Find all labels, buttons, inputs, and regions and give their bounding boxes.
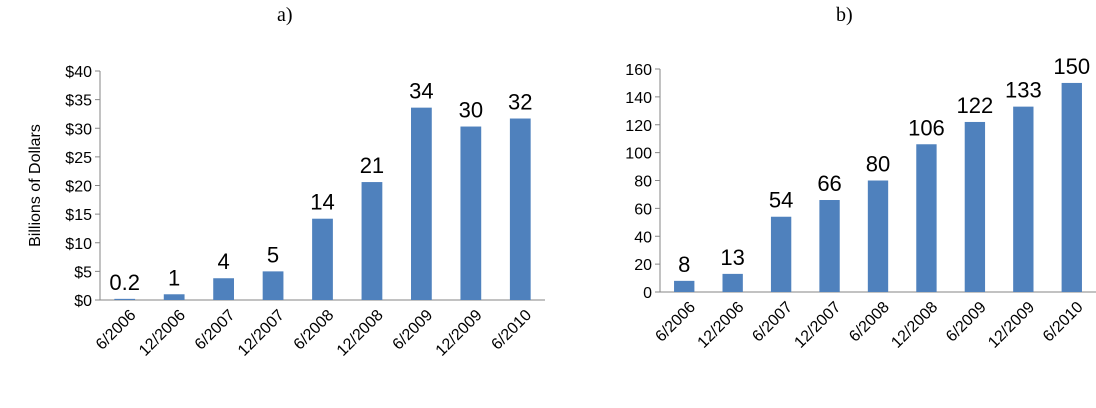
bar (460, 126, 482, 300)
x-tick-label: 12/2007 (791, 299, 844, 352)
bar (1013, 106, 1034, 292)
data-label: 30 (459, 98, 483, 123)
data-label: 13 (720, 245, 744, 270)
bar (916, 144, 937, 292)
x-tick-label: 6/2008 (846, 299, 893, 346)
x-tick-label: 6/2010 (1040, 299, 1087, 346)
bar (770, 216, 792, 292)
x-tick-label: 12/2009 (985, 299, 1038, 352)
bar (1061, 82, 1082, 292)
data-label: 14 (310, 190, 334, 215)
x-tick-label: 12/2008 (888, 299, 941, 352)
y-tick-label: 160 (625, 62, 652, 79)
data-label: 32 (508, 90, 532, 115)
data-label: 80 (866, 152, 890, 177)
data-label: 1 (168, 265, 180, 290)
bar (509, 118, 531, 300)
y-tick-label: $15 (65, 207, 92, 224)
y-tick-label: $25 (65, 150, 92, 167)
y-tick-label: 60 (634, 201, 652, 218)
y-tick-label: 40 (634, 229, 652, 246)
y-tick-label: 100 (625, 146, 652, 163)
bar (411, 107, 432, 300)
y-tick-label: $10 (65, 236, 92, 253)
data-label: 66 (817, 171, 841, 196)
y-tick-label: 80 (634, 174, 652, 191)
y-tick-label: 20 (634, 257, 652, 274)
x-tick-label: 6/2006 (652, 299, 699, 346)
y-tick-label: 140 (625, 90, 652, 107)
bar (213, 278, 234, 300)
data-label: 150 (1053, 54, 1090, 79)
y-tick-label: $35 (65, 93, 92, 110)
y-tick-label: 0 (643, 285, 652, 302)
panel-label-a: a) (277, 4, 293, 26)
bar (312, 218, 333, 300)
y-tick-label: $40 (65, 64, 92, 81)
data-label: 5 (267, 242, 279, 267)
data-label: 122 (957, 93, 994, 118)
data-label: 0.2 (109, 270, 140, 295)
bar (722, 273, 743, 292)
y-tick-label: 120 (625, 118, 652, 135)
y-tick-label: $20 (65, 179, 92, 196)
bar (867, 180, 889, 292)
y-tick-label: $5 (74, 264, 92, 281)
bar (674, 280, 695, 292)
data-label: 34 (409, 79, 433, 104)
data-label: 8 (678, 252, 690, 277)
x-tick-label: 12/2006 (695, 299, 748, 352)
y-tick-label: $30 (65, 121, 92, 138)
panel-label-b: b) (836, 4, 853, 26)
x-tick-label: 6/2007 (749, 299, 796, 346)
data-label: 4 (217, 249, 229, 274)
y-axis-title: Billions of Dollars (27, 124, 44, 247)
data-label: 133 (1005, 78, 1042, 103)
data-label: 21 (360, 153, 384, 178)
bar (819, 200, 840, 292)
bar (361, 182, 383, 300)
bar (262, 271, 284, 300)
x-tick-label: 6/2009 (943, 299, 990, 346)
bar (163, 294, 185, 300)
y-tick-label: $0 (74, 293, 92, 310)
data-label: 106 (908, 115, 945, 140)
data-label: 54 (769, 188, 793, 213)
bar (964, 121, 986, 293)
bar (114, 298, 136, 300)
